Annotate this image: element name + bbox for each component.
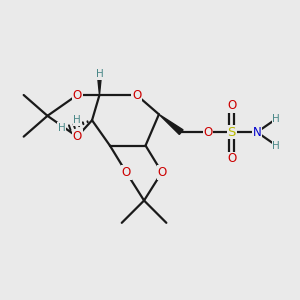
Text: H: H — [96, 69, 103, 79]
Text: O: O — [73, 88, 82, 101]
Text: S: S — [227, 126, 236, 139]
Text: O: O — [122, 166, 131, 179]
Text: O: O — [73, 130, 82, 143]
Text: H: H — [58, 123, 65, 133]
Polygon shape — [98, 74, 102, 95]
Text: O: O — [227, 152, 236, 165]
Text: N: N — [253, 126, 261, 139]
Text: O: O — [157, 166, 167, 179]
Polygon shape — [159, 114, 183, 134]
Text: H: H — [73, 115, 81, 125]
Text: O: O — [227, 99, 236, 112]
Text: H: H — [272, 140, 280, 151]
Text: O: O — [203, 126, 213, 139]
Text: O: O — [132, 88, 141, 101]
Text: H: H — [272, 114, 280, 124]
